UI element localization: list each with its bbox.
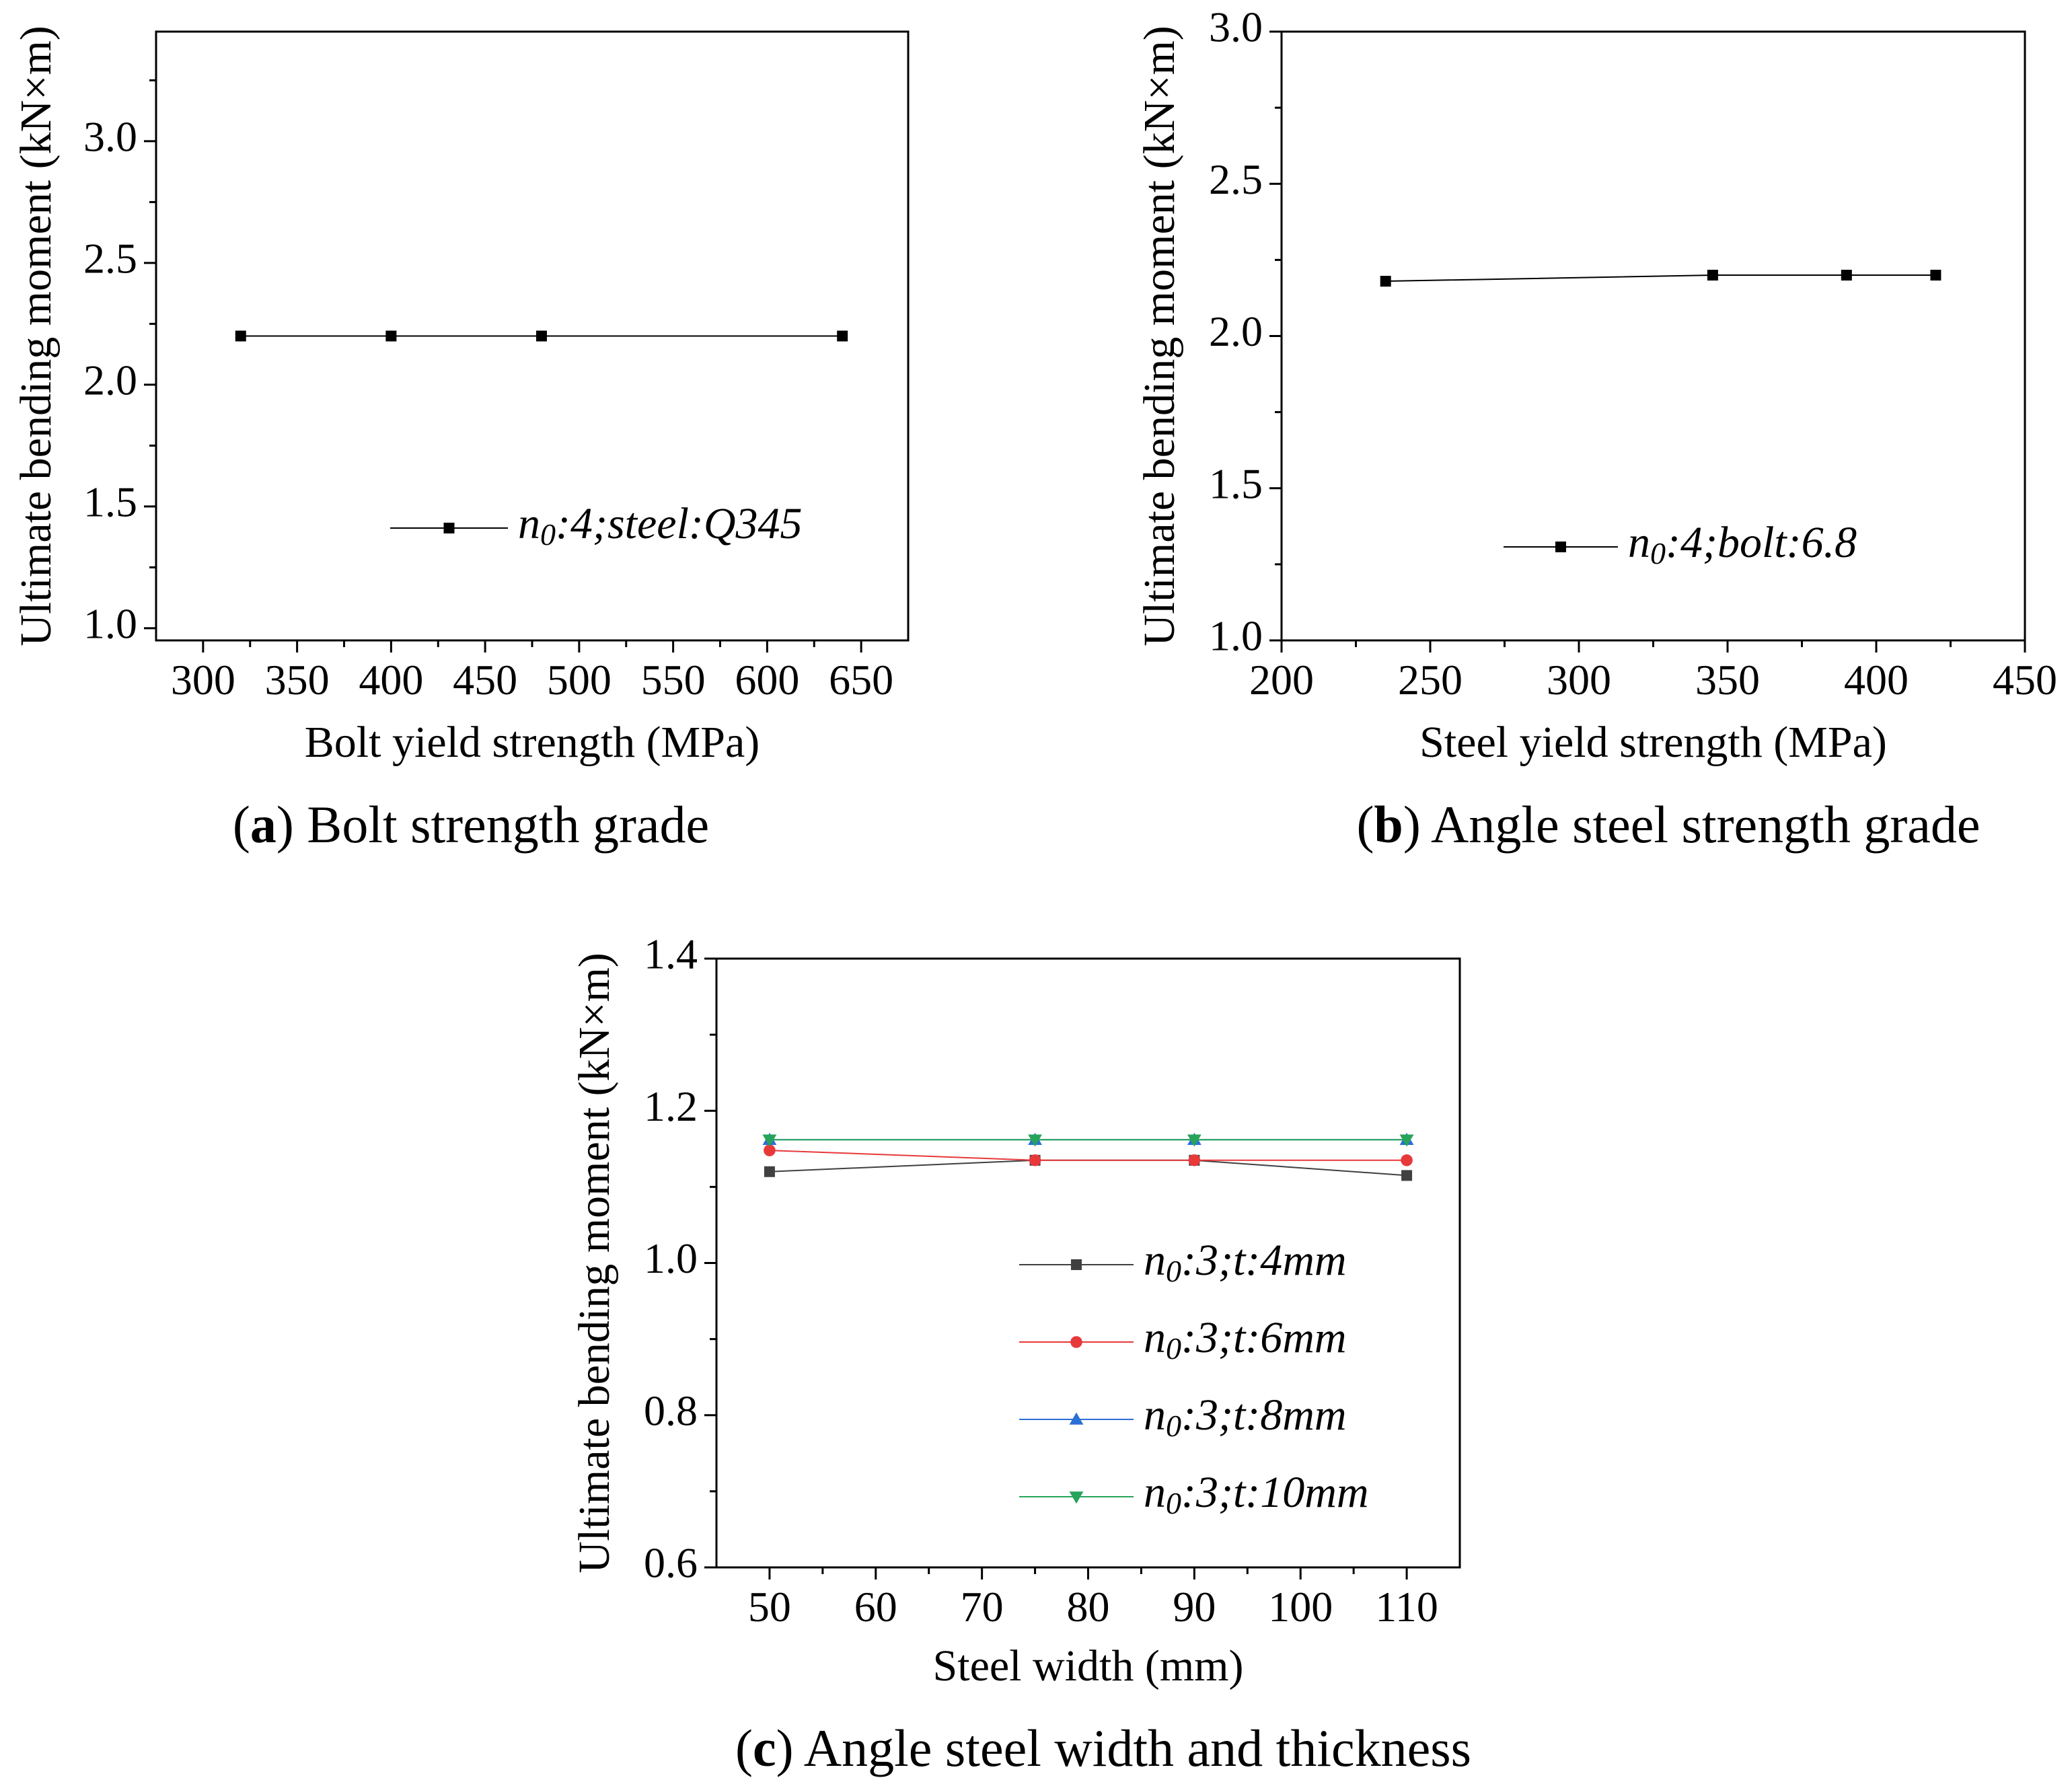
data-point <box>1707 270 1718 281</box>
y-tick-label: 1.0 <box>644 1234 698 1282</box>
series-3 <box>762 1134 1414 1147</box>
x-tick-label: 350 <box>265 656 330 704</box>
data-point <box>1930 270 1941 281</box>
series-line <box>769 1159 1407 1177</box>
legend-entry: n0:3;t:6mm <box>1019 1313 1347 1366</box>
chart-panel-c: 50 60 70 80 90 100 110 0.6 0.8 1.0 1.2 1.4 Steel wid… <box>570 930 1471 1777</box>
data-point <box>1187 1134 1201 1147</box>
x-tick-label: 50 <box>748 1583 791 1631</box>
y-tick-label: 2.5 <box>83 235 137 283</box>
x-axis-label: Steel width (mm) <box>933 1641 1244 1690</box>
legend-marker <box>1555 542 1566 552</box>
y-axis-label: Ultimate bending moment (kN×m) <box>1135 26 1184 646</box>
x-tick-label: 300 <box>1547 656 1611 704</box>
y-tick-label: 0.6 <box>644 1539 698 1587</box>
legend-marker <box>1069 1412 1084 1425</box>
y-tick-label: 1.2 <box>644 1082 698 1130</box>
x-tick-label: 450 <box>1993 656 2057 704</box>
data-point <box>1841 270 1852 281</box>
x-tick-label: 400 <box>1844 656 1909 704</box>
data-point <box>385 330 397 342</box>
y-tick-label: 0.8 <box>644 1386 698 1434</box>
x-tick-label: 60 <box>854 1583 897 1631</box>
legend-marker <box>443 523 455 533</box>
series-2 <box>762 1132 1414 1146</box>
chart-panel-a: 300 350 400 450 500 550 600 650 1.0 1.5 2.0 2.5 3.0 B… <box>11 26 910 854</box>
y-tick-label: 3.0 <box>83 113 137 161</box>
x-tick-label: 100 <box>1268 1583 1333 1631</box>
x-axis-label: Bolt yield strength (MPa) <box>305 718 760 767</box>
x-tick-label: 300 <box>171 656 235 704</box>
legend-label: n0:3;t:6mm <box>1144 1313 1347 1365</box>
legend-label: n0:3;t:8mm <box>1144 1390 1347 1442</box>
legend-entry: n0:4;bolt:6.8 <box>1504 518 1857 570</box>
y-tick-label: 2.0 <box>1209 307 1263 355</box>
y-axis-label: Ultimate bending moment (kN×m) <box>570 953 619 1573</box>
series-1 <box>764 1144 1413 1166</box>
legend-entry: n0:3;t:10mm <box>1019 1468 1369 1520</box>
series-line <box>1385 274 1936 283</box>
panel-caption: (b) Angle steel strength grade <box>1356 795 1980 854</box>
x-tick-label: 400 <box>359 656 423 704</box>
x-tick-label: 650 <box>829 656 893 704</box>
legend-marker <box>1070 1336 1082 1348</box>
x-tick-label: 550 <box>641 656 706 704</box>
chart-panel-b: 200 250 300 350 400 450 1.0 1.5 2.0 2.5 3.0 Steel y… <box>1135 3 2057 854</box>
y-axis-label: Ultimate bending moment (kN×m) <box>11 26 61 646</box>
series-0 <box>1380 270 1941 287</box>
data-point <box>762 1134 777 1147</box>
x-tick-label: 500 <box>547 656 612 704</box>
data-point <box>1028 1134 1042 1147</box>
x-tick-label: 350 <box>1695 656 1760 704</box>
y-tick-label: 1.5 <box>83 478 137 526</box>
legend-marker <box>1069 1491 1084 1504</box>
x-tick-label: 70 <box>961 1583 1004 1631</box>
legend-label: n0:4;steel:Q345 <box>518 499 803 551</box>
series-0 <box>235 330 848 342</box>
legend-label: n0:3;t:4mm <box>1144 1236 1347 1288</box>
y-tick-label: 1.5 <box>1209 459 1263 507</box>
legend-label: n0:4;bolt:6.8 <box>1628 518 1857 570</box>
y-tick-label: 2.5 <box>1209 155 1263 203</box>
y-tick-label: 1.0 <box>83 600 137 648</box>
x-tick-label: 90 <box>1173 1583 1216 1631</box>
data-point <box>535 330 547 342</box>
legend-label: n0:3;t:10mm <box>1144 1468 1369 1520</box>
x-axis-label: Steel yield strength (MPa) <box>1419 718 1887 767</box>
x-tick-label: 80 <box>1067 1583 1110 1631</box>
y-tick-label: 3.0 <box>1209 3 1263 51</box>
data-point <box>837 330 848 342</box>
data-point <box>1188 1154 1201 1166</box>
x-tick-label: 250 <box>1398 656 1463 704</box>
legend-entry: n0:3;t:4mm <box>1019 1236 1347 1288</box>
data-point <box>1029 1154 1041 1166</box>
y-tick-label: 1.0 <box>1209 612 1263 660</box>
series-0 <box>764 1154 1413 1181</box>
data-point <box>1380 276 1391 287</box>
data-point <box>1401 1170 1413 1181</box>
y-tick-label: 1.4 <box>644 930 698 978</box>
legend-entry: n0:3;t:8mm <box>1019 1390 1347 1443</box>
panel-caption: (c) Angle steel width and thickness <box>735 1719 1471 1777</box>
panel-caption: (a) Bolt strength grade <box>233 795 709 854</box>
x-tick-label: 110 <box>1375 1583 1438 1631</box>
legend-entry: n0:4;steel:Q345 <box>390 499 803 552</box>
x-tick-label: 450 <box>453 656 517 704</box>
data-point <box>1399 1134 1414 1147</box>
data-point <box>764 1144 776 1156</box>
x-tick-label: 600 <box>735 656 799 704</box>
x-tick-label: 200 <box>1249 656 1314 704</box>
y-tick-label: 2.0 <box>83 357 137 404</box>
data-point <box>764 1166 775 1177</box>
series-line <box>769 1150 1407 1161</box>
data-point <box>1401 1154 1413 1166</box>
legend-marker <box>1071 1259 1082 1270</box>
data-point <box>235 330 246 342</box>
